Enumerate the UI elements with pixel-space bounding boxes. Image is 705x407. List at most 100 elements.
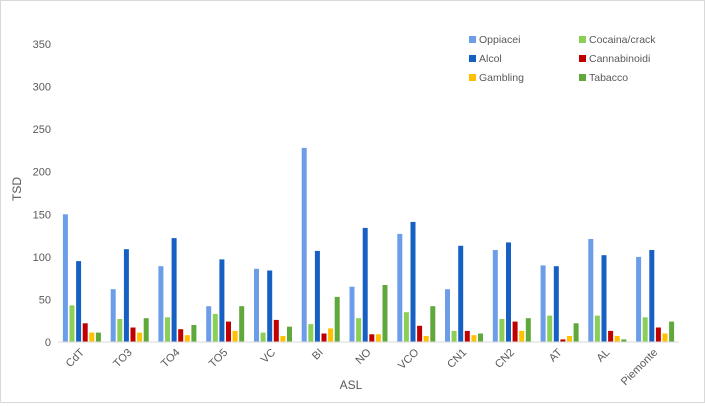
y-tick-label: 0: [45, 337, 51, 349]
x-axis-title: ASL: [340, 378, 363, 392]
bar: [458, 245, 464, 342]
bar: [445, 289, 450, 342]
bar: [62, 214, 68, 342]
bar: [430, 306, 436, 342]
y-tick-label: 300: [33, 82, 51, 94]
legend-label: Tabacco: [589, 72, 628, 84]
bar: [649, 250, 655, 342]
bar: [375, 334, 381, 342]
bar: [260, 332, 266, 342]
bar: [356, 318, 362, 342]
bar: [212, 313, 218, 342]
y-axis: 0 50 100 150 200 250 300 350: [33, 39, 51, 349]
bar: [69, 305, 75, 342]
x-tick-label: AT: [547, 346, 565, 364]
bar: [464, 330, 470, 342]
bar: [397, 233, 403, 342]
bar: [328, 328, 334, 342]
legend-label: Cocaina/crack: [589, 34, 656, 46]
bar: [219, 259, 225, 342]
x-tick-label: CdT: [64, 346, 87, 369]
legend-label: Alcol: [479, 53, 502, 65]
legend-swatch: [469, 55, 476, 62]
bar: [642, 317, 648, 342]
bar: [232, 330, 238, 342]
legend-swatch: [579, 55, 586, 62]
bar: [512, 321, 518, 342]
bar: [519, 330, 525, 342]
bar: [636, 256, 642, 342]
bar: [614, 336, 620, 342]
legend-label: Cannabinoidi: [589, 53, 650, 65]
bar: [334, 296, 340, 342]
y-tick-label: 200: [33, 167, 51, 179]
y-tick-label: 100: [33, 252, 51, 264]
bar: [267, 270, 273, 342]
bar: [301, 147, 307, 342]
x-tick-label: VC: [259, 347, 278, 366]
bar: [349, 286, 355, 342]
bar: [594, 315, 600, 342]
x-tick-label: BI: [310, 347, 326, 363]
x-tick-label: TO4: [159, 347, 182, 370]
bar: [130, 327, 136, 342]
y-tick-label: 250: [33, 124, 51, 136]
bar: [588, 239, 594, 342]
bar: [110, 289, 116, 342]
bar: [499, 319, 505, 342]
bar: [239, 306, 245, 342]
bar: [206, 306, 212, 342]
bar: [280, 336, 286, 342]
bar: [254, 268, 259, 342]
bar: [137, 332, 143, 342]
bar: [423, 336, 429, 342]
bar: [143, 318, 149, 342]
bar: [382, 285, 388, 342]
bar: [369, 334, 375, 342]
y-tick-label: 350: [33, 39, 51, 51]
bar: [540, 265, 546, 342]
x-tick-label: AL: [594, 347, 612, 365]
legend-label: Gambling: [479, 72, 524, 84]
bar: [567, 336, 572, 342]
legend-swatch: [469, 36, 476, 43]
legend: Oppiacei Cocaina/crack Alcol Cannabinoidi Ga…: [469, 34, 656, 84]
x-tick-label: Piemonte: [619, 347, 660, 388]
bar: [669, 321, 675, 342]
bar: [308, 324, 314, 342]
bar: [403, 312, 409, 342]
bar: [451, 330, 457, 342]
bars: [62, 147, 675, 342]
x-tick-label: TO5: [207, 347, 230, 370]
bar: [191, 325, 197, 342]
bar: [89, 332, 95, 342]
x-tick-label: TO3: [111, 347, 134, 370]
x-tick-label: VCO: [396, 346, 422, 372]
bar: [492, 250, 498, 342]
bar: [525, 318, 531, 342]
bar: [178, 329, 184, 342]
bar: [362, 227, 368, 342]
bar: [478, 333, 483, 342]
bar: [117, 319, 123, 342]
bar: [471, 335, 477, 342]
x-tick-label: CN1: [445, 347, 469, 371]
bar: [76, 261, 82, 342]
bar: [506, 242, 511, 342]
y-tick-label: 150: [33, 209, 51, 221]
legend-swatch: [579, 74, 586, 81]
x-tick-label: CN2: [493, 347, 517, 371]
bar: [560, 339, 566, 342]
bar: [158, 266, 164, 342]
bar: [226, 321, 231, 342]
legend-swatch: [469, 74, 476, 81]
bar: [314, 250, 320, 342]
y-tick-label: 50: [39, 294, 51, 306]
bar: [95, 332, 101, 342]
bar: [82, 323, 88, 342]
bar: [655, 327, 661, 342]
bar: [123, 249, 129, 342]
bar: [553, 266, 559, 342]
bar: [321, 333, 327, 342]
